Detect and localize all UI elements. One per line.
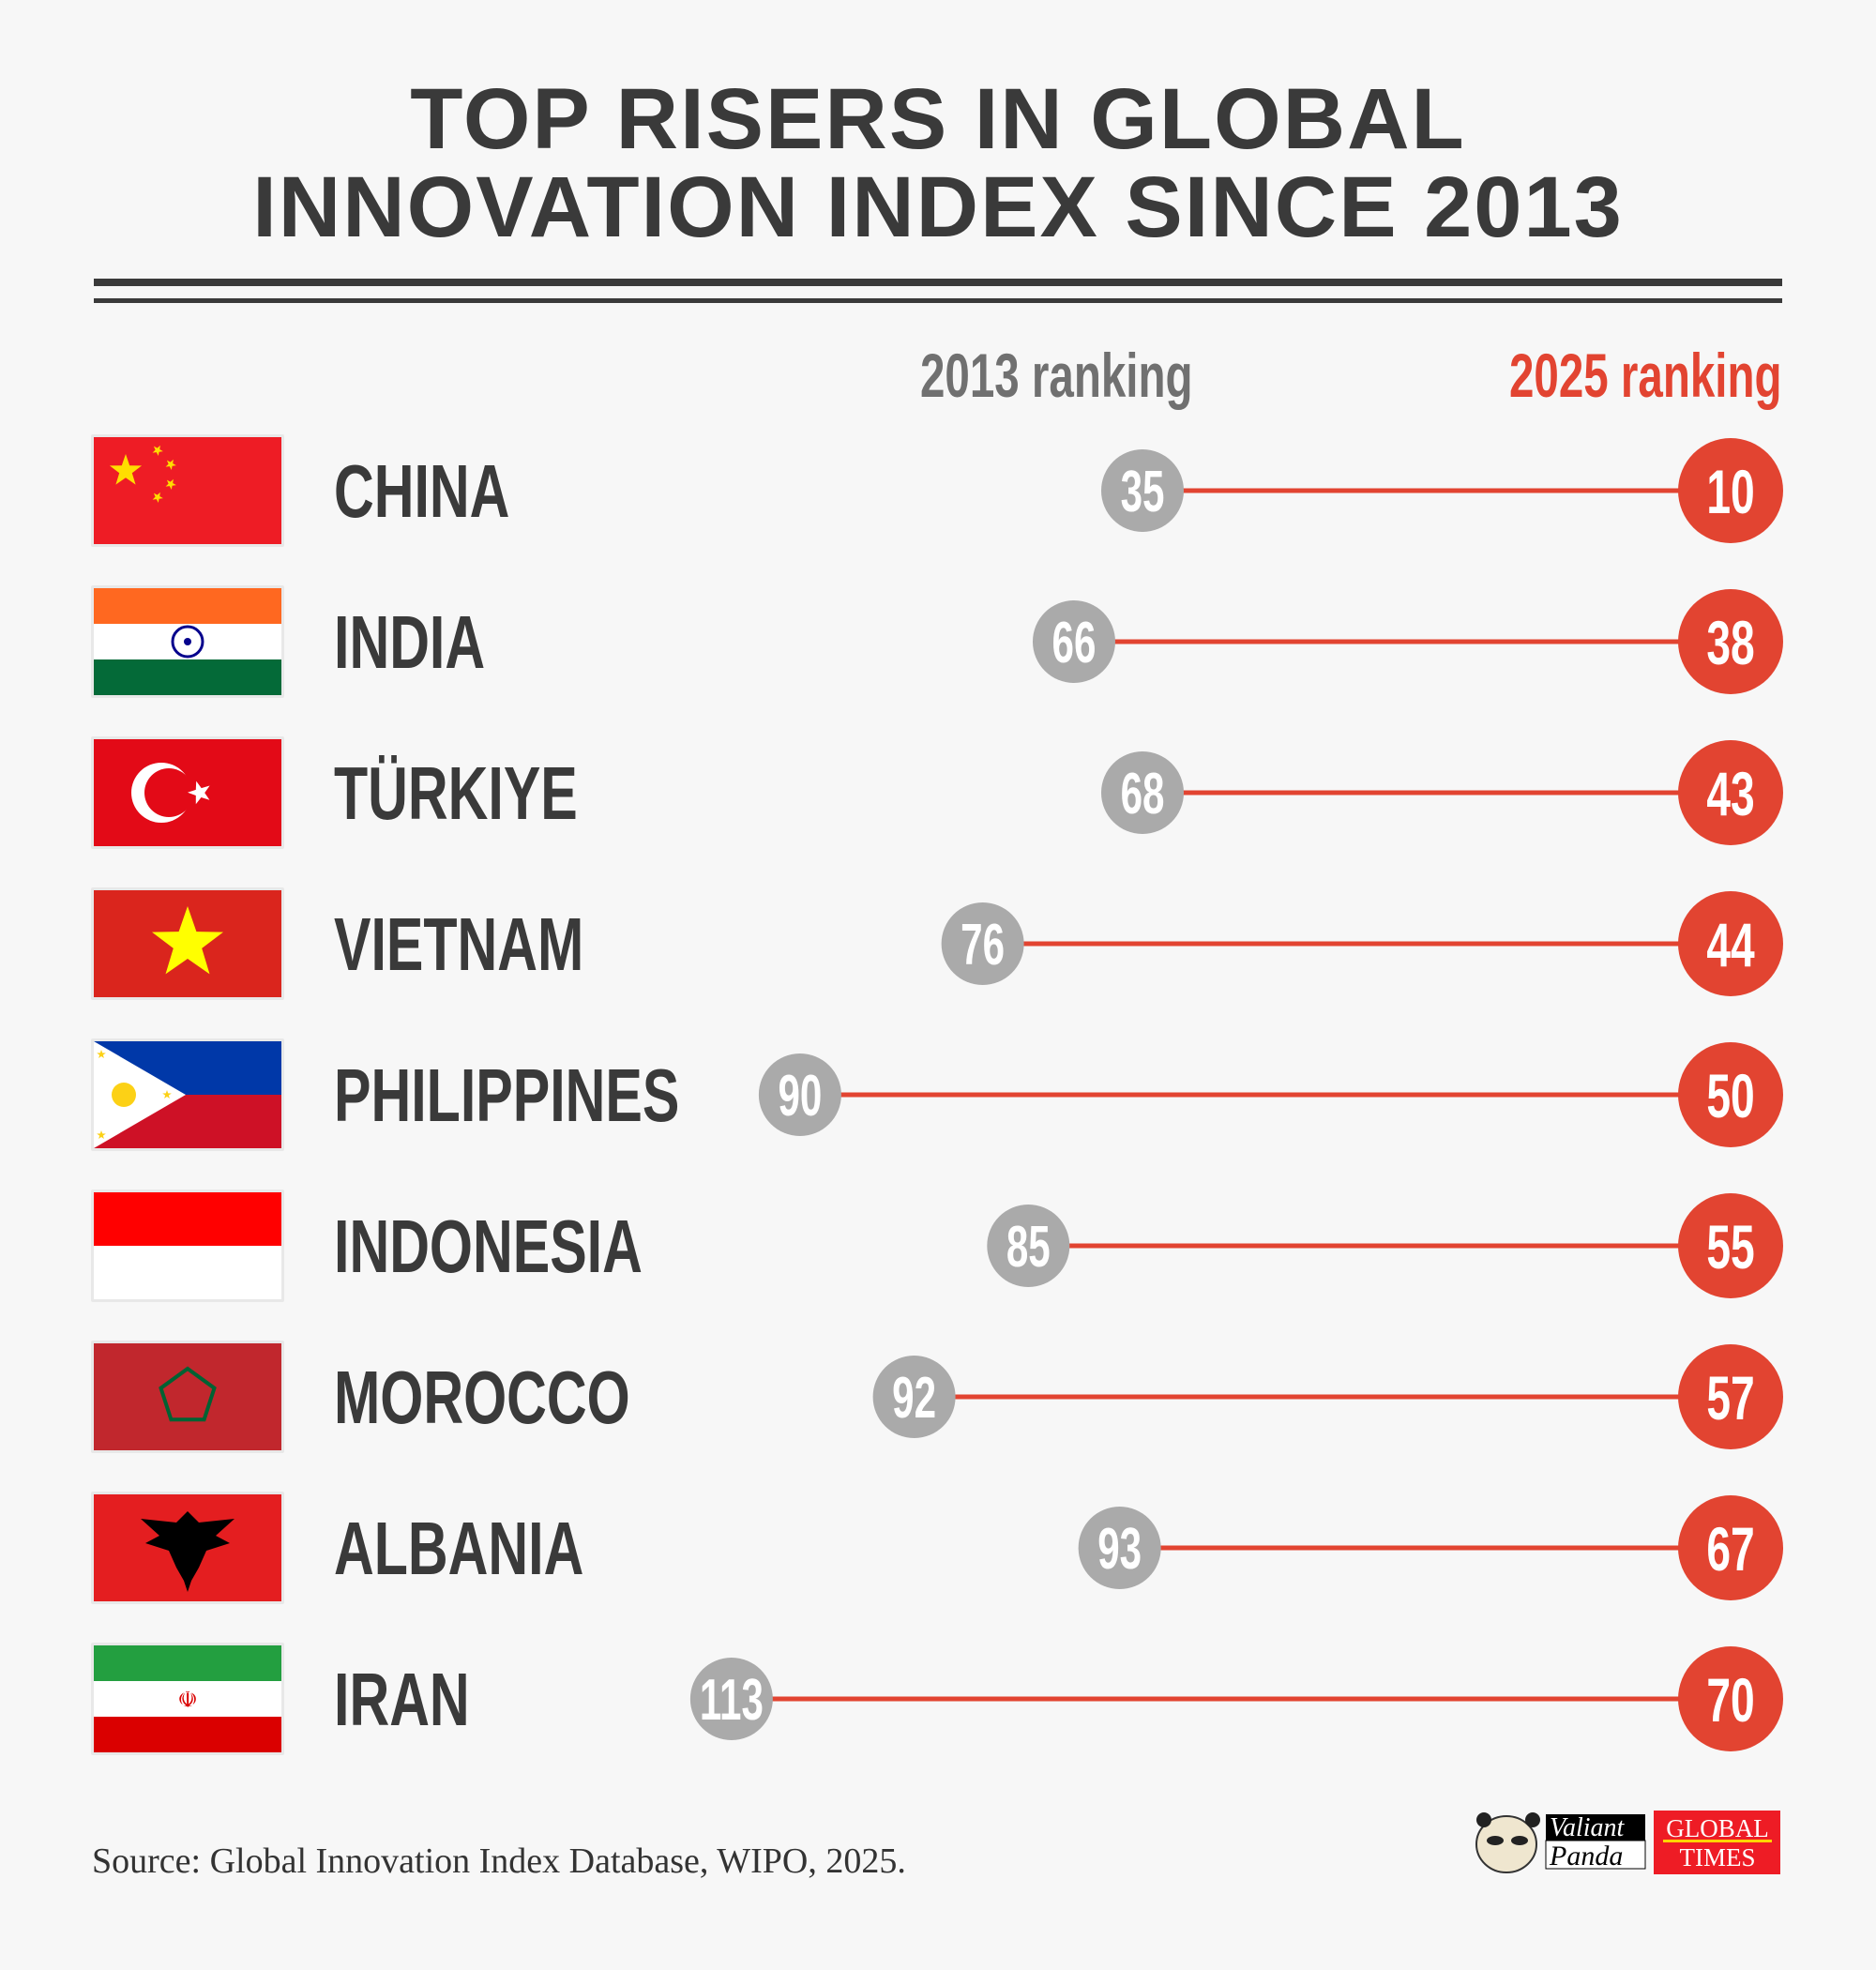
country-name: VIETNAM (334, 902, 583, 986)
rank-2013-marker (987, 1205, 1070, 1287)
rank-2013-label: 85 (1006, 1215, 1051, 1280)
rank-2025-label: 50 (1706, 1062, 1754, 1131)
rank-2025-label: 57 (1706, 1364, 1754, 1433)
rank-2013-label: 90 (778, 1064, 822, 1129)
country-name: MOROCCO (334, 1355, 630, 1439)
rank-2013-label: 66 (1052, 611, 1097, 675)
rank-2025-label: 55 (1706, 1213, 1754, 1282)
rank-2025-marker (1678, 438, 1783, 543)
country-name: INDONESIA (334, 1204, 643, 1288)
column-header-2013: 2013 ranking (920, 341, 1193, 410)
svg-text:☫: ☫ (177, 1687, 198, 1713)
table-row: INDIA 66 38 (91, 585, 1783, 698)
svg-text:TIMES: TIMES (1680, 1843, 1756, 1872)
rank-2025-marker (1678, 1646, 1783, 1751)
country-name: PHILIPPINES (334, 1053, 679, 1137)
global-times-logo: GLOBAL TIMES (1654, 1811, 1780, 1874)
rank-2013-label: 35 (1121, 460, 1165, 524)
table-row: VIETNAM 76 44 (91, 887, 1783, 1000)
rank-2013-label: 93 (1097, 1517, 1142, 1582)
vietnam-flag-icon (91, 887, 284, 1000)
column-header-2025: 2025 ranking (1509, 341, 1782, 410)
country-name: INDIA (334, 599, 485, 684)
divider-thin (94, 298, 1782, 303)
rank-2025-label: 67 (1706, 1515, 1754, 1584)
table-row: ☫ IRAN 113 70 (91, 1643, 1783, 1755)
rank-2025-marker (1678, 1042, 1783, 1147)
country-name: ALBANIA (334, 1506, 583, 1590)
rank-2013-label: 76 (961, 913, 1005, 977)
rank-2025-label: 43 (1706, 760, 1754, 829)
philippines-flag-icon (91, 1038, 284, 1151)
rank-2013-marker (1078, 1507, 1161, 1589)
country-name: TÜRKIYE (334, 750, 578, 835)
title-line-1: TOP RISERS IN GLOBAL (410, 71, 1466, 167)
rank-2025-marker (1678, 589, 1783, 694)
rank-2025-label: 10 (1706, 458, 1754, 527)
rank-2013-marker (941, 902, 1024, 985)
rank-2025-marker (1678, 1193, 1783, 1298)
rank-2013-marker (758, 1053, 841, 1136)
table-row: CHINA 35 10 (91, 434, 1783, 547)
morocco-flag-icon (91, 1341, 284, 1453)
rank-2013-label: 68 (1121, 762, 1165, 826)
rank-2025-label: 44 (1706, 911, 1755, 980)
country-name: IRAN (334, 1657, 470, 1741)
turkiye-flag-icon (91, 736, 284, 849)
rank-2025-marker (1678, 1344, 1783, 1449)
india-flag-icon (91, 585, 284, 698)
svg-text:Valiant: Valiant (1550, 1813, 1626, 1842)
rank-2025-marker (1678, 1495, 1783, 1600)
table-row: INDONESIA 85 55 (91, 1190, 1783, 1302)
rank-2013-marker (1101, 449, 1184, 532)
table-row: MOROCCO 92 57 (91, 1341, 1783, 1453)
albania-flag-icon (91, 1492, 284, 1604)
table-row: PHILIPPINES 90 50 (91, 1038, 1783, 1151)
rank-2013-marker (1032, 600, 1115, 683)
rank-2013-marker (872, 1356, 956, 1438)
table-row: TÜRKIYE 68 43 (91, 736, 1783, 849)
rank-2025-marker (1678, 740, 1783, 845)
rank-2025-label: 70 (1706, 1666, 1754, 1735)
svg-text:GLOBAL: GLOBAL (1666, 1814, 1769, 1842)
divider-thick (94, 279, 1782, 286)
china-flag-icon (91, 434, 284, 547)
rank-2013-label: 113 (700, 1668, 764, 1733)
valiant-panda-logo: Valiant Panda (1475, 1812, 1646, 1873)
title-line-2: INNOVATION INDEX SINCE 2013 (252, 159, 1624, 255)
table-row: ALBANIA 93 67 (91, 1492, 1783, 1604)
svg-text:Panda: Panda (1549, 1841, 1623, 1872)
rank-2025-label: 38 (1706, 609, 1754, 678)
publisher-logos: Valiant Panda GLOBAL TIMES (1475, 1811, 1780, 1874)
rank-2025-marker (1678, 891, 1783, 996)
country-name: CHINA (334, 448, 509, 533)
rank-2013-marker (689, 1658, 773, 1740)
source-note: Source: Global Innovation Index Database… (92, 1841, 906, 1881)
indonesia-flag-icon (91, 1190, 284, 1302)
chart-title: TOP RISERS IN GLOBAL INNOVATION INDEX SI… (0, 75, 1876, 251)
rank-2013-label: 92 (892, 1366, 936, 1431)
rank-2013-marker (1101, 751, 1184, 834)
iran-flag-icon: ☫ (91, 1643, 284, 1755)
